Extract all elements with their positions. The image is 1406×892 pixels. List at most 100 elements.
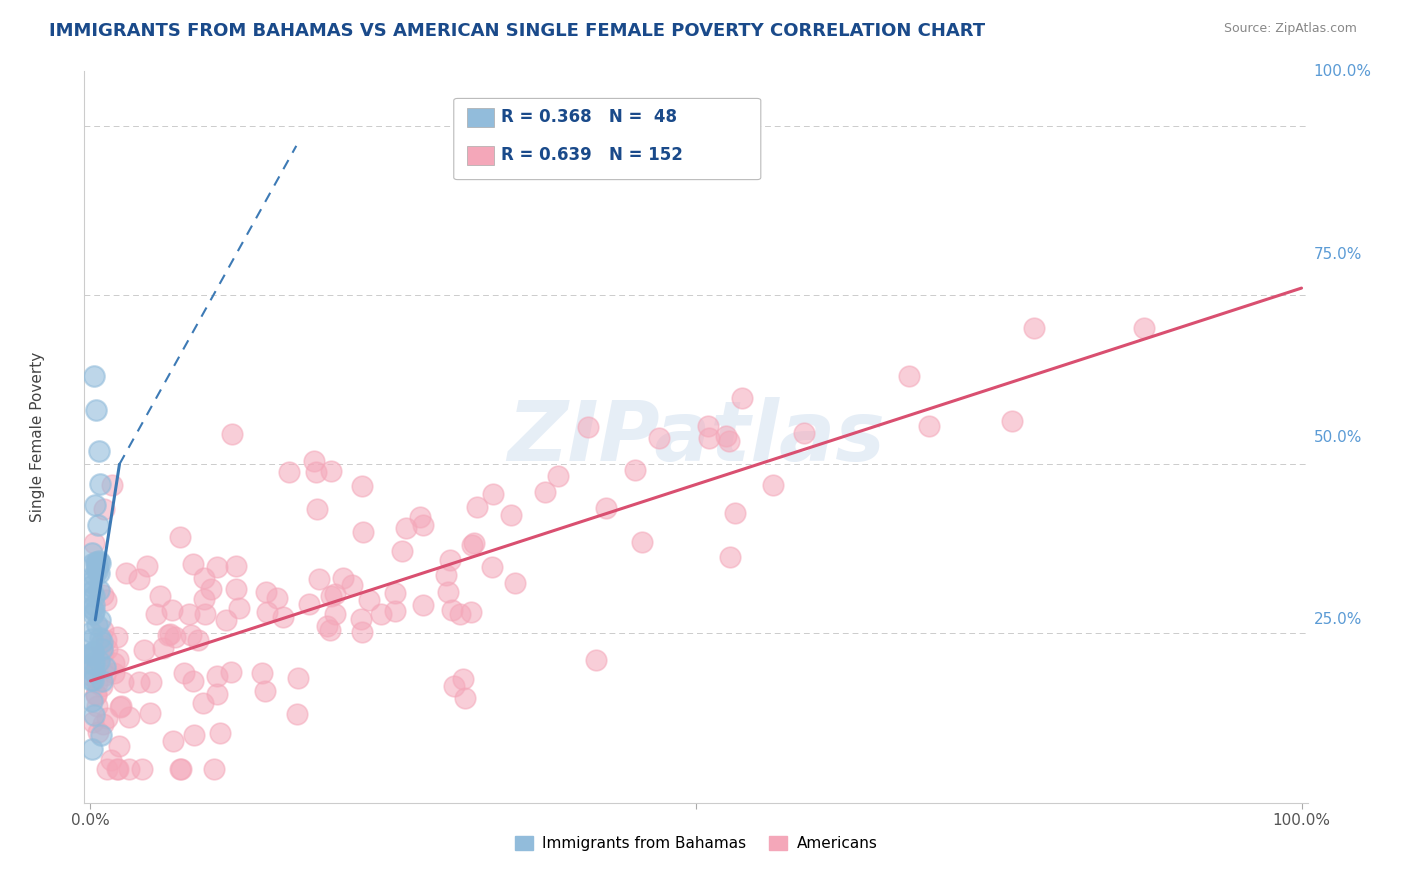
Point (82, 632, 104, 646)
Point (87, 654, 110, 668)
Point (177, 607, 200, 622)
Point (80, 546, 103, 560)
Point (225, 558, 247, 573)
Point (181, 557, 204, 571)
Point (631, 535, 654, 549)
Point (87, 554, 110, 568)
Point (86, 559, 108, 574)
Point (718, 549, 741, 564)
Point (454, 691, 477, 706)
Point (131, 762, 153, 776)
Point (183, 728, 205, 742)
Point (482, 486, 505, 500)
Point (180, 627, 202, 641)
Point (534, 485, 557, 500)
Legend: Immigrants from Bahamas, Americans: Immigrants from Bahamas, Americans (509, 830, 883, 857)
Point (595, 501, 617, 516)
Point (152, 641, 174, 656)
Point (460, 606, 482, 620)
Point (86, 675, 108, 690)
Text: 100.0%: 100.0% (1313, 64, 1372, 78)
Point (91, 641, 114, 656)
Point (82, 715, 104, 730)
Point (139, 706, 162, 721)
Point (204, 762, 226, 776)
Point (86, 618, 108, 632)
Point (82, 607, 104, 621)
Point (187, 632, 209, 647)
Point (90, 728, 112, 742)
Point (80, 741, 103, 756)
Text: ZIPatlas: ZIPatlas (508, 397, 884, 477)
Point (287, 672, 309, 686)
Point (87, 725, 110, 739)
Point (460, 538, 482, 552)
FancyBboxPatch shape (454, 98, 761, 179)
Point (89, 613, 111, 627)
Point (80, 600, 103, 615)
Point (83, 707, 105, 722)
Point (319, 589, 342, 603)
Point (86, 564, 108, 578)
Point (181, 674, 204, 689)
Point (585, 653, 607, 667)
Point (648, 432, 671, 446)
Point (80, 673, 103, 688)
Point (93, 502, 115, 516)
Point (94, 667, 117, 681)
Point (714, 429, 737, 443)
Point (91, 624, 114, 638)
Point (82, 583, 104, 598)
Point (156, 628, 179, 642)
Point (412, 518, 434, 533)
Point (453, 672, 475, 686)
Point (80, 650, 103, 665)
Point (225, 582, 247, 596)
Point (696, 419, 718, 434)
Point (409, 510, 432, 524)
Point (163, 630, 186, 644)
Point (84, 498, 107, 512)
Point (193, 607, 215, 621)
Point (83, 665, 105, 680)
Text: R = 0.368   N =  48: R = 0.368 N = 48 (502, 109, 678, 127)
Point (370, 607, 392, 622)
Point (207, 560, 229, 574)
Point (82, 673, 104, 688)
Point (84, 555, 107, 569)
Point (83, 536, 105, 550)
Point (215, 613, 238, 627)
Text: 25.0%: 25.0% (1313, 613, 1362, 627)
Point (86, 699, 108, 714)
Point (89, 556, 111, 570)
Point (141, 674, 163, 689)
Point (82, 558, 104, 572)
Point (89, 566, 111, 581)
Point (93, 588, 115, 602)
Point (132, 643, 155, 657)
Point (103, 666, 125, 681)
Point (118, 762, 141, 776)
Point (465, 500, 488, 514)
Point (191, 696, 214, 710)
Point (173, 666, 195, 681)
Point (84, 688, 107, 702)
Point (441, 602, 464, 616)
Point (412, 598, 434, 612)
Point (91, 634, 114, 648)
Point (96, 711, 118, 725)
FancyBboxPatch shape (467, 146, 494, 165)
Point (319, 464, 342, 478)
Point (316, 618, 339, 632)
Point (96, 641, 118, 656)
Point (90, 638, 112, 652)
Point (82, 645, 104, 659)
FancyBboxPatch shape (467, 108, 494, 127)
Point (193, 571, 215, 585)
Point (90, 680, 112, 694)
Point (200, 582, 222, 596)
Point (761, 477, 783, 491)
Point (443, 680, 465, 694)
Point (80, 694, 103, 708)
Point (82, 669, 104, 683)
